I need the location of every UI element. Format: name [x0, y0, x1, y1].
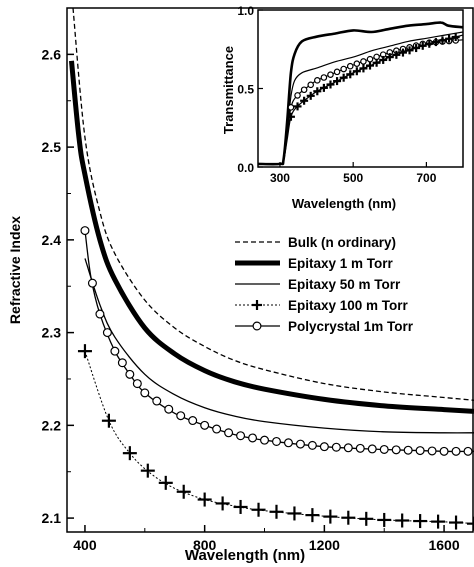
inset-y-tick-label: 1.0	[237, 4, 254, 18]
circle-marker	[463, 446, 473, 456]
circle-marker	[176, 411, 186, 421]
inset-x-tick-label: 500	[343, 171, 363, 185]
x-tick-label: 800	[193, 537, 217, 553]
series-4	[80, 226, 474, 456]
inset-series-3	[257, 33, 464, 165]
legend-item: Epitaxy 1 m Torr	[235, 256, 394, 271]
circle-marker	[439, 446, 449, 456]
circle-marker	[327, 71, 334, 78]
series-line	[84, 351, 474, 525]
circle-marker	[117, 358, 127, 368]
inset-series-0	[257, 21, 464, 166]
circle-marker	[300, 86, 308, 94]
series-0	[72, 7, 474, 401]
legend-item: Epitaxy 100 m Torr	[235, 298, 409, 313]
circle-marker	[403, 445, 413, 455]
y-tick-label: 2.4	[42, 232, 62, 248]
circle-marker	[248, 433, 258, 443]
main-series-group	[69, 7, 474, 531]
circle-marker	[283, 438, 293, 448]
legend-item: Epitaxy 50 m Torr	[235, 277, 401, 292]
circle-marker	[343, 443, 353, 453]
circle-marker	[451, 446, 461, 456]
circle-marker	[260, 435, 270, 445]
legend-label: Bulk (n ordinary)	[288, 235, 396, 250]
circle-marker	[287, 104, 295, 111]
series-line	[72, 7, 474, 401]
series-line	[84, 258, 474, 434]
series-2	[84, 258, 474, 434]
circle-marker	[294, 92, 301, 99]
main-plot-frame	[66, 7, 474, 533]
circle-marker	[415, 446, 425, 456]
circle-marker	[295, 439, 305, 449]
circle-marker	[346, 62, 354, 70]
legend-label: Epitaxy 50 m Torr	[288, 277, 401, 292]
circle-marker	[224, 428, 234, 438]
circle-marker	[87, 278, 97, 288]
y-tick-label: 2.3	[42, 325, 62, 341]
main-y-axis-label: Refractive Index	[7, 216, 23, 324]
x-tick-label: 400	[73, 537, 97, 553]
legend-item: Polycrystal 1m Torr	[235, 319, 414, 334]
circle-marker	[367, 444, 377, 454]
circle-marker	[271, 436, 281, 446]
y-tick-label: 2.5	[42, 139, 62, 155]
circle-marker	[320, 74, 328, 81]
y-tick-label: 2.1	[42, 510, 62, 526]
circle-marker	[331, 442, 341, 452]
circle-marker	[200, 420, 210, 430]
inset-y-axis-label: Transmittance	[221, 46, 236, 134]
circle-marker	[110, 346, 120, 356]
legend-label: Epitaxy 100 m Torr	[288, 298, 409, 313]
circle-marker	[355, 443, 365, 453]
inset-x-tick-label: 300	[270, 171, 290, 185]
main-x-axis-label: Wavelength (nm)	[185, 547, 305, 564]
circle-marker	[212, 424, 222, 434]
series-3	[77, 344, 474, 531]
legend-label: Polycrystal 1m Torr	[288, 319, 414, 334]
circle-marker	[152, 396, 162, 406]
circle-marker	[132, 379, 142, 389]
inset-x-tick-label: 700	[416, 171, 436, 185]
circle-marker	[252, 321, 262, 331]
circle-marker	[366, 55, 374, 63]
circle-marker	[314, 77, 321, 84]
circle-marker	[236, 431, 246, 441]
y-tick-label: 2.2	[42, 417, 62, 433]
circle-marker	[140, 388, 150, 398]
series-line	[69, 60, 474, 414]
circle-marker	[379, 444, 389, 454]
circle-marker	[95, 309, 105, 319]
inset-plot-area: 300 500 700 0.0 0.5 1.0	[237, 4, 464, 185]
circle-marker	[333, 68, 341, 76]
legend-label: Epitaxy 1 m Torr	[288, 256, 394, 271]
inset-x-axis-label: Wavelength (nm)	[292, 196, 396, 211]
inset-y-tick-label: 0.0	[237, 161, 254, 175]
series-1	[69, 60, 474, 414]
x-tick-label: 1200	[309, 537, 340, 553]
circle-marker	[427, 446, 437, 456]
legend: Bulk (n ordinary) Epitaxy 1 m Torr Epitaxy…	[235, 235, 414, 334]
circle-marker	[353, 60, 361, 67]
circle-marker	[391, 445, 401, 455]
circle-marker	[102, 328, 112, 338]
main-plot-area: 400 800 1200 1600 2.1 2.2 2.3 2.4 2.5 2.6	[42, 7, 474, 553]
circle-marker	[307, 440, 317, 450]
legend-item: Bulk (n ordinary)	[235, 235, 396, 250]
circle-marker	[188, 416, 198, 426]
circle-marker	[80, 226, 90, 236]
circle-marker	[340, 65, 347, 73]
inset-y-tick-label: 0.5	[237, 83, 254, 97]
circle-marker	[319, 442, 329, 452]
y-tick-label: 2.6	[42, 46, 62, 62]
circle-marker	[125, 369, 135, 379]
circle-marker	[307, 81, 315, 89]
x-tick-label: 1600	[428, 537, 459, 553]
circle-marker	[360, 58, 367, 65]
circle-marker	[164, 404, 174, 414]
inset-series-line	[257, 21, 464, 166]
